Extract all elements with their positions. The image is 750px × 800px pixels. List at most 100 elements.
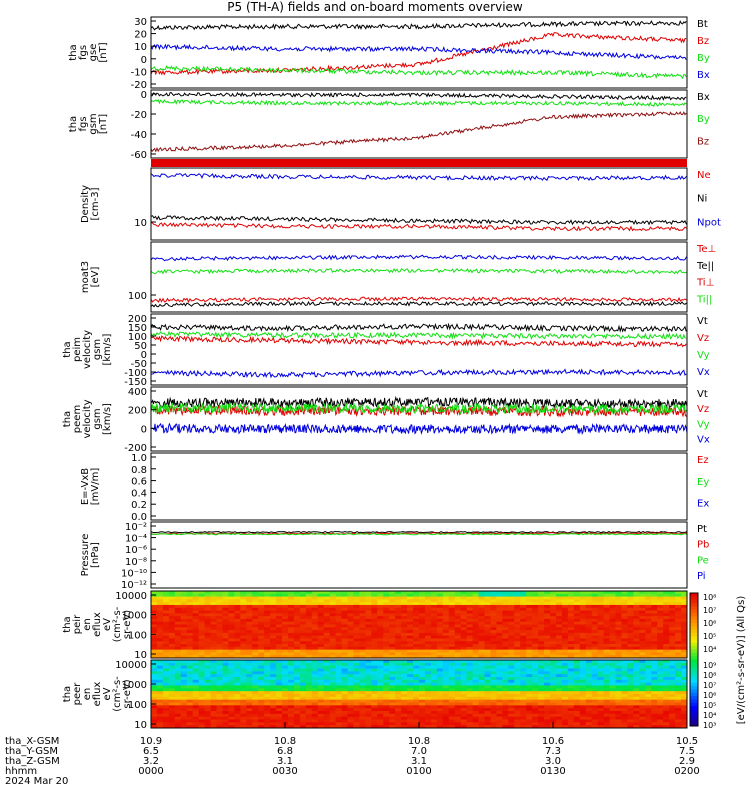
heatmap-cell	[573, 668, 581, 672]
heatmap-cell	[579, 674, 587, 678]
heatmap-cell	[246, 604, 253, 609]
heatmap-cell	[603, 705, 610, 709]
heatmap-cell	[282, 616, 289, 620]
heatmap-cell	[424, 665, 432, 669]
heatmap-cell	[365, 705, 372, 709]
heatmap-cell	[496, 716, 503, 720]
y-axis-label: [eV]	[90, 267, 101, 288]
heatmap-cell	[299, 725, 307, 729]
y-tick-label: 100	[128, 332, 147, 343]
heatmap-cell	[258, 596, 265, 600]
heatmap-cell	[365, 616, 372, 620]
heatmap-cell	[341, 668, 348, 672]
heatmap-cell	[210, 607, 217, 611]
heatmap-cell	[508, 719, 515, 723]
heatmap-cell	[609, 682, 616, 686]
heatmap-cell	[490, 713, 497, 718]
heatmap-cell	[234, 660, 241, 664]
heatmap-cell	[246, 665, 253, 669]
heatmap-cell	[347, 616, 354, 620]
heatmap-cell	[252, 685, 259, 689]
heatmap-cell	[240, 655, 247, 659]
heatmap-cell	[258, 593, 265, 597]
heatmap-cell	[490, 624, 497, 628]
colorbar-cell	[690, 619, 698, 624]
heatmap-cell	[538, 713, 545, 718]
heatmap-cell	[276, 616, 283, 620]
heatmap-cell	[484, 702, 491, 706]
heatmap-cell	[299, 708, 307, 712]
heatmap-cell	[597, 652, 605, 656]
heatmap-cell	[496, 699, 503, 703]
heatmap-cell	[561, 699, 569, 703]
heatmap-cell	[681, 722, 688, 726]
heatmap-cell	[472, 644, 479, 648]
heatmap-cell	[305, 708, 313, 712]
heatmap-cell	[573, 665, 581, 669]
heatmap-cell	[287, 646, 295, 651]
heatmap-cell	[651, 593, 658, 597]
heatmap-cell	[192, 674, 200, 678]
heatmap-cell	[389, 591, 396, 595]
heatmap-cell	[514, 691, 521, 695]
heatmap-cell	[633, 688, 640, 692]
heatmap-cell	[389, 708, 396, 712]
heatmap-cell	[228, 635, 235, 639]
heatmap-cell	[597, 610, 605, 614]
heatmap-cell	[669, 696, 676, 701]
heatmap-cell	[270, 665, 277, 669]
heatmap-cell	[454, 604, 462, 609]
heatmap-cell	[389, 711, 396, 715]
heatmap-cell	[508, 694, 515, 698]
heatmap-cell	[216, 616, 223, 620]
heatmap-cell	[657, 674, 664, 678]
heatmap-cell	[347, 713, 354, 718]
heatmap-cell	[395, 674, 402, 678]
heatmap-cell	[454, 624, 462, 628]
heatmap-cell	[216, 688, 223, 692]
heatmap-cell	[186, 632, 194, 637]
series-line-Bt-0	[150, 20, 687, 31]
heatmap-cell	[502, 599, 509, 603]
heatmap-cell	[484, 685, 491, 689]
heatmap-cell	[544, 685, 551, 689]
heatmap-cell	[216, 610, 223, 614]
heatmap-cell	[228, 662, 235, 667]
heatmap-cell	[639, 688, 646, 692]
heatmap-cell	[514, 699, 521, 703]
heatmap-cell	[603, 646, 610, 651]
y-axis-label: [mV/m]	[90, 468, 101, 506]
heatmap-cell	[663, 652, 670, 656]
colorbar-cell	[690, 699, 698, 704]
heatmap-cell	[550, 599, 557, 603]
heatmap-cell	[156, 674, 164, 678]
heatmap-cell	[424, 635, 432, 639]
heatmap-cell	[383, 682, 390, 686]
heatmap-cell	[430, 604, 438, 609]
heatmap-cell	[240, 604, 247, 609]
heatmap-cell	[174, 694, 182, 698]
heatmap-cell	[430, 602, 438, 606]
heatmap-cell	[383, 719, 390, 723]
heatmap-cell	[651, 604, 658, 609]
heatmap-cell	[258, 679, 265, 684]
heatmap-cell	[514, 685, 521, 689]
series-line-Vt-4	[150, 322, 687, 333]
heatmap-cell	[645, 660, 652, 664]
heatmap-cell	[436, 702, 444, 706]
heatmap-cell	[430, 621, 438, 625]
heatmap-cell	[293, 713, 301, 718]
heatmap-cell	[365, 699, 372, 703]
heatmap-cell	[550, 618, 557, 623]
heatmap-cell	[514, 644, 521, 648]
heatmap-cell	[401, 649, 408, 653]
heatmap-cell	[496, 627, 503, 631]
heatmap-cell	[520, 716, 527, 720]
heatmap-cell	[520, 621, 527, 625]
heatmap-cell	[520, 708, 527, 712]
heatmap-cell	[621, 644, 628, 648]
heatmap-cell	[478, 696, 485, 701]
heatmap-cell	[347, 641, 354, 645]
heatmap-cell	[270, 624, 277, 628]
heatmap-cell	[353, 618, 360, 623]
